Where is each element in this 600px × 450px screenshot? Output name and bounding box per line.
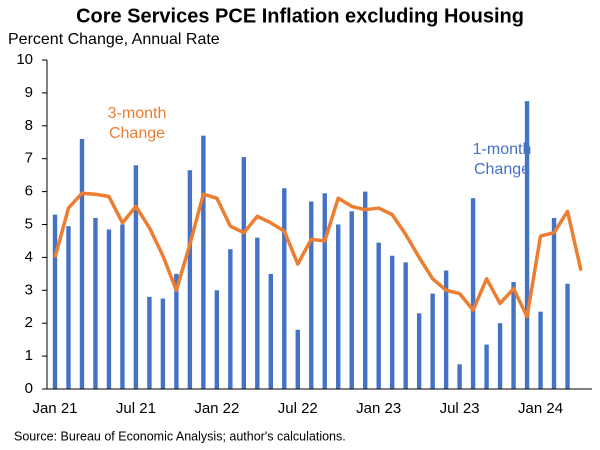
bar <box>524 101 530 389</box>
bar <box>309 201 314 389</box>
bar <box>174 273 179 389</box>
bar <box>214 290 220 389</box>
annotation: Change <box>474 161 530 178</box>
y-tick-label: 6 <box>25 183 33 200</box>
bar <box>106 229 112 389</box>
x-tick-label: Jul 21 <box>116 400 156 417</box>
bar <box>66 226 71 389</box>
bar <box>255 237 260 389</box>
annotation: 1-month <box>473 141 532 158</box>
bar <box>79 138 85 389</box>
y-tick-label: 5 <box>25 215 33 232</box>
bar <box>484 344 489 389</box>
y-tick-label: 8 <box>25 117 33 134</box>
bar <box>497 323 503 389</box>
y-tick-label: 0 <box>25 380 33 397</box>
line <box>53 191 583 319</box>
bar <box>52 214 58 389</box>
bar <box>187 170 193 389</box>
subtitle: Percent Change, Annual Rate <box>8 31 220 48</box>
bar <box>430 293 435 389</box>
y-tick-label: 4 <box>25 248 33 265</box>
bar <box>228 249 233 389</box>
bar <box>565 283 570 389</box>
x-tick-label: Jan 23 <box>356 400 401 417</box>
bar <box>551 217 557 389</box>
bar <box>93 217 98 389</box>
bar <box>538 311 543 389</box>
bar <box>282 188 287 389</box>
y-tick-label: 3 <box>25 281 33 298</box>
bar <box>457 364 462 389</box>
bar <box>268 273 273 389</box>
bar <box>443 270 449 389</box>
y-tick-label: 7 <box>25 150 33 167</box>
source: Source: Bureau of Economic Analysis; aut… <box>14 429 346 443</box>
bar <box>201 135 206 389</box>
x-tick-label: Jan 24 <box>518 400 563 417</box>
bar <box>133 165 139 389</box>
bar <box>295 329 300 389</box>
bar <box>470 198 476 389</box>
bar <box>363 191 368 389</box>
chart-title: Core Services PCE Inflation excluding Ho… <box>76 5 524 27</box>
bar <box>147 296 152 389</box>
annotation: 3-month <box>108 105 167 122</box>
y-tick-label: 1 <box>25 347 33 364</box>
bar <box>511 282 516 389</box>
y-tick-label: 2 <box>25 314 33 331</box>
bar <box>389 255 395 389</box>
bar <box>403 262 408 389</box>
y-tick-label: 10 <box>16 51 33 68</box>
x-tick-label: Jul 22 <box>278 400 318 417</box>
bar <box>416 313 422 389</box>
bar <box>120 224 125 389</box>
bar <box>241 157 247 389</box>
annotation: Change <box>109 125 165 142</box>
x-tick-label: Jul 23 <box>440 400 480 417</box>
bar <box>160 298 166 389</box>
x-tick-label: Jan 22 <box>194 400 239 417</box>
x-tick-label: Jan 21 <box>32 400 77 417</box>
bar <box>336 224 341 389</box>
bar <box>322 193 327 389</box>
bar <box>349 211 354 389</box>
y-tick-label: 9 <box>25 84 33 101</box>
bar <box>376 242 381 389</box>
